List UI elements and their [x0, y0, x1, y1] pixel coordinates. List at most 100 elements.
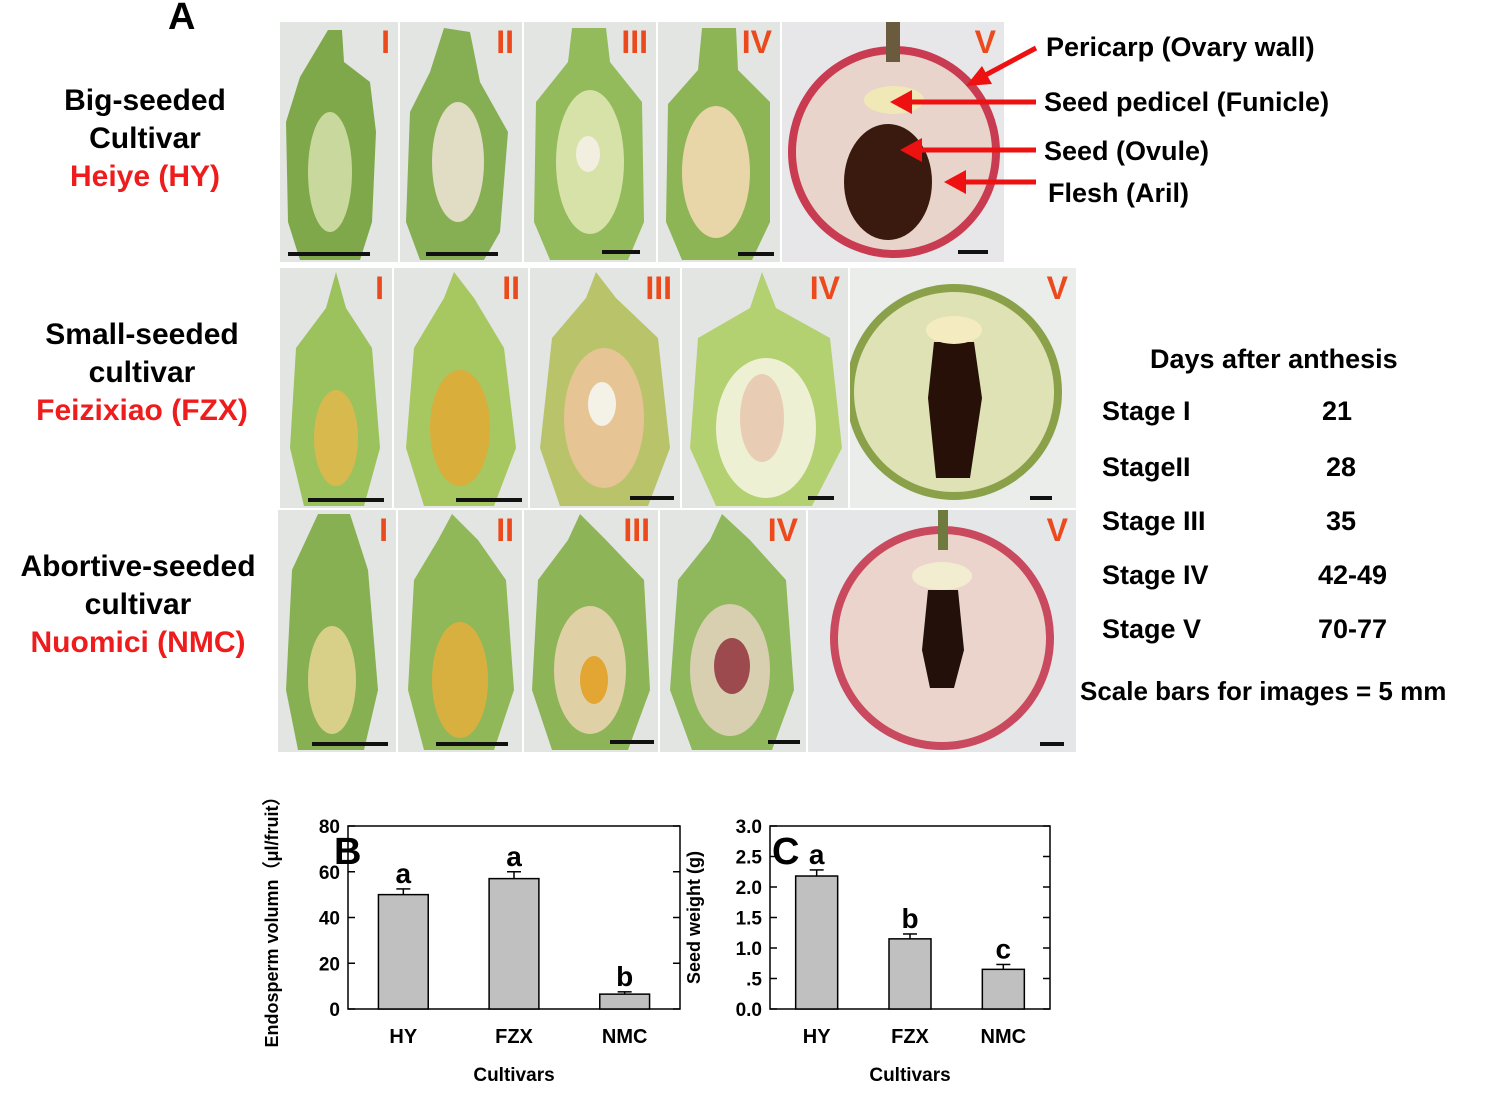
y-tick-label: 80	[319, 817, 340, 838]
cultivar-name: Feizixiao (FZX)	[36, 394, 248, 427]
scale-bar	[308, 498, 384, 502]
fruit-photo-hy-stage-1: I	[280, 22, 398, 262]
stage-mark: IV	[809, 270, 840, 306]
stage-table: Days after anthesis Stage I 21 StageII 2…	[1100, 344, 1500, 714]
row-label-nmc: Abortive-seeded cultivar Nuomici (NMC)	[0, 548, 276, 662]
scale-bar	[958, 250, 988, 254]
photo-row-hy: I II III IV V	[280, 22, 1004, 262]
chart-c: 0.0 .5 1.0 1.5 2.0 2.5 3.0 HY a FZX b NMC c C Cultivar…	[684, 817, 1051, 1086]
annotation-pericarp: Pericarp (Ovary wall)	[1046, 32, 1315, 62]
stage-name: StageII	[1102, 452, 1191, 482]
x-axis-label: Cultivars	[473, 1065, 554, 1086]
annotation-seed-pedicel: Seed pedicel (Funicle)	[1044, 87, 1330, 117]
y-tick-label: 60	[319, 863, 340, 884]
fruit-photo-fzx-stage-2: II	[394, 268, 528, 508]
row-label-fzx: Small-seeded cultivar Feizixiao (FZX)	[12, 316, 272, 430]
arrowhead-flesh	[944, 170, 966, 194]
significance-letter: b	[616, 961, 633, 992]
stage-name: Stage I	[1102, 396, 1191, 426]
scale-bar	[808, 496, 834, 500]
stage-days: 70-77	[1318, 614, 1388, 644]
row-label-line1: Abortive-seeded	[20, 550, 256, 583]
y-axis-label: Endosperm volumn（μl/fruit）	[262, 790, 282, 1048]
significance-letter: b	[901, 903, 918, 934]
x-axis-label: Cultivars	[869, 1065, 950, 1086]
significance-letter: a	[809, 839, 825, 870]
fruit-photo-fzx-stage-5: V	[850, 268, 1076, 508]
scale-bar	[456, 498, 522, 502]
fruit-photo-hy-stage-4: IV	[658, 22, 780, 262]
stage-mark: III	[621, 24, 648, 60]
scale-bar	[426, 252, 498, 256]
stage-mark: V	[974, 24, 996, 60]
y-tick-label: 2.0	[736, 878, 762, 899]
stage-mark: IV	[767, 512, 798, 548]
bar	[488, 877, 540, 1010]
stage-mark: III	[623, 512, 650, 548]
fruit-photo-nmc-stage-2: II	[398, 510, 522, 752]
stage-mark: II	[502, 270, 520, 306]
arrowhead-pericarp	[966, 66, 992, 86]
significance-letter: a	[506, 841, 522, 872]
bar	[794, 875, 839, 1010]
panel-letter: B	[334, 831, 361, 873]
cultivar-name: Heiye (HY)	[69, 160, 221, 193]
y-tick-label: 1.5	[736, 909, 763, 930]
fruit-photo-fzx-stage-4: IV	[682, 268, 848, 508]
stage-days: 21	[1322, 396, 1353, 426]
y-tick-label: 2.5	[736, 848, 763, 869]
x-tick-label: NMC	[981, 1026, 1027, 1048]
scale-bar	[602, 250, 640, 254]
scale-bar	[630, 496, 674, 500]
y-tick-label: 0	[329, 1000, 340, 1021]
bar	[981, 968, 1026, 1010]
scale-note: Scale bars for images = 5 mm	[1080, 676, 1447, 706]
stage-name: Stage V	[1102, 614, 1202, 644]
y-tick-label: .5	[746, 970, 762, 991]
arrow-pericarp	[978, 45, 1038, 81]
stage-name: Stage IV	[1102, 560, 1209, 590]
fruit-photo-fzx-stage-1: I	[280, 268, 392, 508]
y-axis-label: Seed weight (g)	[684, 851, 704, 984]
annotation-arrows	[890, 45, 1038, 194]
x-tick-label: HY	[803, 1026, 831, 1048]
scale-bar	[768, 740, 800, 744]
arrowhead-seed	[900, 138, 922, 162]
fruit-photo-hy-stage-2: II	[400, 22, 522, 262]
stage-mark: I	[375, 270, 384, 306]
stage-mark: IV	[741, 24, 772, 60]
stage-name: Stage III	[1102, 506, 1206, 536]
scale-bar	[1030, 496, 1052, 500]
scale-bar	[288, 252, 370, 256]
significance-letter: a	[396, 858, 412, 889]
x-tick-label: FZX	[495, 1026, 533, 1048]
cultivar-name: Nuomici (NMC)	[30, 626, 246, 659]
stage-mark: I	[381, 24, 390, 60]
row-label-line2: cultivar	[84, 588, 192, 621]
stage-days: 42-49	[1318, 560, 1388, 590]
stage-table-title: Days after anthesis	[1150, 344, 1398, 374]
x-tick-label: NMC	[602, 1026, 648, 1048]
y-tick-label: 1.0	[736, 939, 762, 960]
scale-bar	[1040, 742, 1064, 746]
stage-mark: I	[379, 512, 388, 548]
stage-days: 28	[1326, 452, 1357, 482]
fruit-photo-nmc-stage-1: I	[278, 510, 396, 752]
y-tick-label: 3.0	[736, 817, 762, 838]
y-tick-label: 20	[319, 954, 340, 975]
panel-a-label: A	[168, 0, 196, 38]
stage-mark: II	[496, 24, 514, 60]
fruit-photo-hy-stage-5: V	[782, 22, 1004, 262]
y-tick-label: 40	[319, 909, 340, 930]
photo-row-fzx: I II III IV V	[280, 268, 1076, 508]
x-tick-label: HY	[389, 1026, 417, 1048]
significance-letter: c	[996, 933, 1012, 964]
row-label-line1: Big-seeded	[64, 84, 226, 117]
arrowhead-pedicel	[890, 90, 912, 114]
stage-mark: V	[1046, 270, 1068, 306]
bar	[377, 893, 429, 1010]
annotation-flesh: Flesh (Aril)	[1048, 178, 1190, 208]
fruit-photo-nmc-stage-5: V	[808, 510, 1076, 752]
fruit-photo-fzx-stage-3: III	[530, 268, 680, 508]
scale-bar	[738, 252, 774, 256]
